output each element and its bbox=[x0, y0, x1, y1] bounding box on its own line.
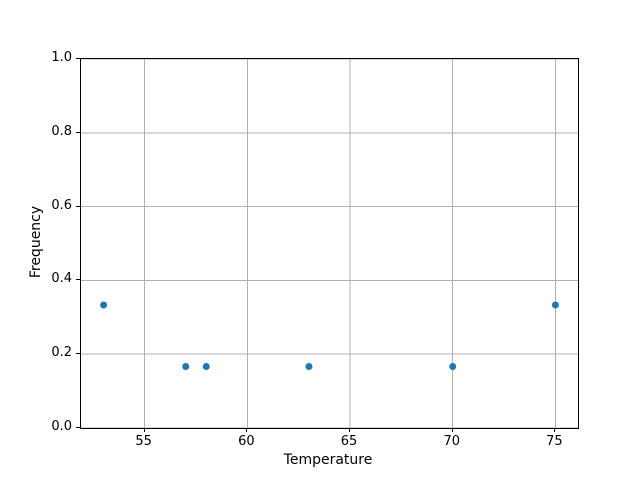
data-point bbox=[182, 362, 190, 370]
data-point bbox=[551, 301, 559, 309]
x-tick-label: 70 bbox=[443, 434, 460, 449]
data-point bbox=[202, 362, 210, 370]
plot-area bbox=[80, 58, 579, 429]
x-tick-label: 60 bbox=[238, 434, 255, 449]
data-point bbox=[305, 362, 313, 370]
y-axis-label: Frequency bbox=[28, 205, 44, 279]
x-tick-label: 65 bbox=[340, 434, 358, 449]
y-tick-label: 0.0 bbox=[51, 419, 72, 434]
y-tick-label: 0.8 bbox=[51, 123, 72, 139]
data-point bbox=[449, 362, 457, 370]
x-axis-label: Temperature bbox=[283, 452, 373, 468]
plot-canvas bbox=[81, 59, 578, 428]
data-point bbox=[100, 301, 108, 309]
y-tick-label: 1.0 bbox=[51, 50, 72, 65]
x-tick-label: 55 bbox=[135, 434, 152, 449]
x-tick-label: 75 bbox=[546, 434, 563, 449]
y-tick-label: 0.2 bbox=[51, 345, 72, 361]
